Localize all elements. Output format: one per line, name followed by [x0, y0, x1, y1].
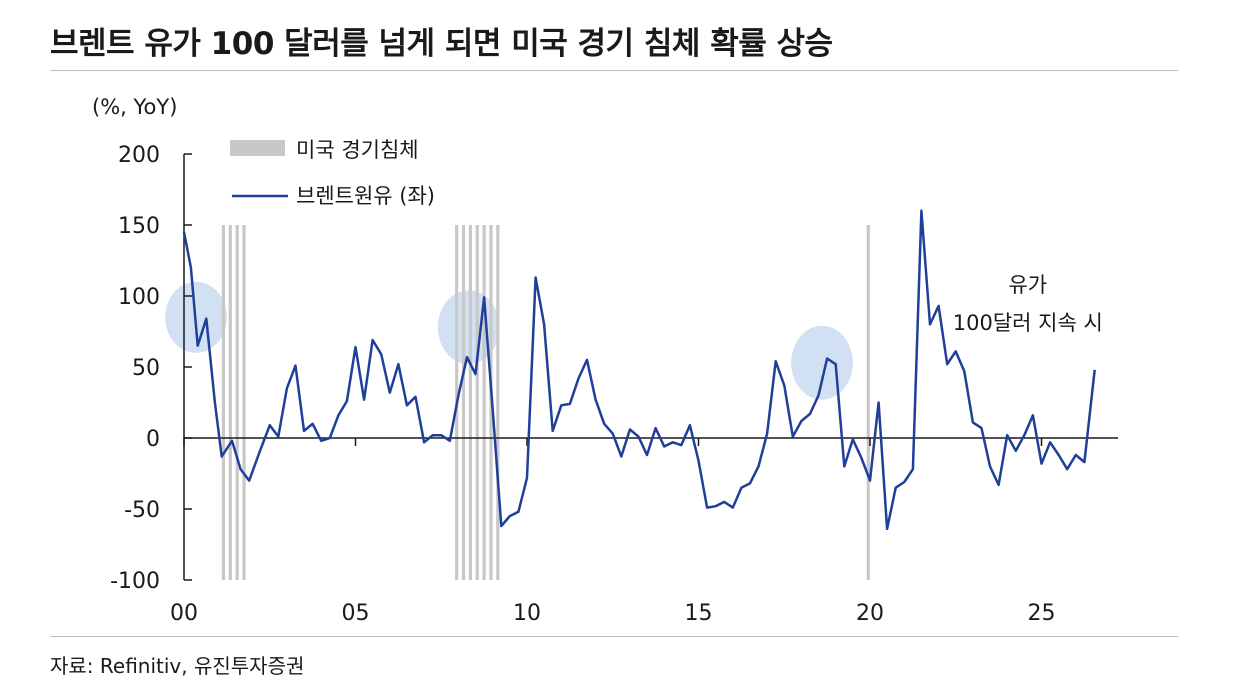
- legend-recession-swatch: [230, 140, 285, 156]
- source-divider: [50, 636, 1178, 637]
- highlight-ellipse-2: [791, 325, 853, 400]
- legend-line-label: 브렌트원유 (좌): [296, 184, 435, 208]
- x-ticks: 00 05 10 15 20 25: [170, 438, 1056, 626]
- x-tick-label-5: 25: [1028, 601, 1056, 626]
- y-ticks: 200 150 100 50 0 -50 -100: [110, 143, 192, 594]
- y-tick-label-0: 200: [118, 143, 160, 168]
- brent-series-line: [182, 209, 1096, 531]
- x-tick-label-1: 05: [342, 601, 370, 626]
- y-tick-label-4: 0: [146, 427, 160, 452]
- x-tick-label-0: 00: [170, 601, 198, 626]
- y-tick-label-6: -100: [110, 569, 160, 594]
- y-tick-label-1: 150: [118, 214, 160, 239]
- legend-recession-label: 미국 경기침체: [296, 138, 419, 162]
- annotation-line1: 유가: [1008, 273, 1047, 297]
- legend: 미국 경기침체 브렌트원유 (좌): [230, 138, 435, 208]
- x-tick-label-2: 10: [513, 601, 541, 626]
- source-note: 자료: Refinitiv, 유진투자증권: [50, 654, 305, 678]
- chart-title: 브렌트 유가 100 달러를 넘게 되면 미국 경기 침체 확률 상승: [50, 26, 833, 62]
- x-tick-label-3: 15: [685, 601, 713, 626]
- chart: 200 150 100 50 0 -50 -100 00 05 10 15 20 25 (%, YoY…: [92, 95, 1118, 626]
- y-axis-label: (%, YoY): [92, 95, 177, 119]
- annotation-line2: 100달러 지속 시: [953, 311, 1103, 335]
- y-tick-label-3: 50: [132, 356, 160, 381]
- title-divider: [50, 70, 1178, 71]
- y-tick-label-2: 100: [118, 285, 160, 310]
- highlight-group: [165, 281, 853, 400]
- y-tick-label-5: -50: [124, 498, 160, 523]
- x-tick-label-4: 20: [856, 601, 884, 626]
